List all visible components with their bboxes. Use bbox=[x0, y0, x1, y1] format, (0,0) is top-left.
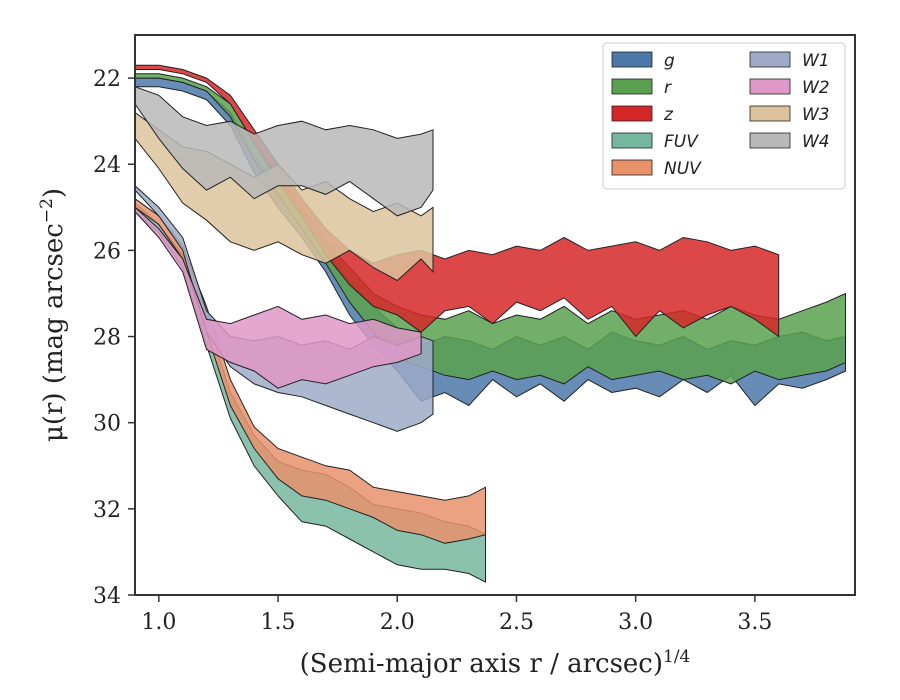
legend-swatch-w3 bbox=[749, 105, 791, 122]
legend-label-g: g bbox=[664, 51, 675, 71]
legend-swatch-w2 bbox=[749, 78, 791, 95]
x-axis-label: (Semi-major axis r / arcsec)1/4 bbox=[300, 647, 691, 679]
legend-label-w2: W2 bbox=[802, 78, 830, 98]
band-nuv bbox=[135, 198, 486, 544]
plot-frame bbox=[134, 34, 856, 596]
y-tick-label: 30 bbox=[93, 412, 121, 437]
legend-label-fuv: FUV bbox=[664, 132, 699, 152]
legend-label-w1: W1 bbox=[802, 51, 830, 71]
profile-bands bbox=[135, 64, 846, 583]
legend-swatch-g bbox=[611, 51, 653, 68]
x-tick-label: 3.5 bbox=[737, 610, 772, 635]
y-axis: 22 24 26 28 30 32 34 bbox=[93, 67, 135, 609]
legend-swatch-z bbox=[611, 105, 653, 122]
legend-swatch-w4 bbox=[749, 132, 791, 149]
y-tick-label: 32 bbox=[93, 498, 121, 523]
x-tick-label: 2.5 bbox=[499, 610, 534, 635]
x-axis: 1.0 1.5 2.0 2.5 3.0 3.5 bbox=[141, 595, 772, 635]
legend-swatch-r bbox=[611, 78, 653, 95]
y-tick-label: 34 bbox=[93, 584, 121, 609]
legend-label-r: r bbox=[664, 78, 672, 98]
legend-swatch-w1 bbox=[749, 51, 791, 68]
legend-label-w4: W4 bbox=[802, 132, 830, 152]
legend-swatch-fuv bbox=[611, 132, 653, 149]
legend-label-nuv: NUV bbox=[664, 159, 702, 179]
x-tick-label: 3.0 bbox=[618, 610, 653, 635]
x-tick-label: 1.5 bbox=[261, 610, 296, 635]
legend: grz FUV NUV W1 W2 W3 W4 bbox=[602, 42, 846, 190]
y-tick-label: 24 bbox=[93, 153, 121, 178]
y-tick-label: 28 bbox=[93, 326, 121, 351]
band-w4 bbox=[135, 86, 434, 217]
y-tick-label: 26 bbox=[93, 239, 121, 264]
y-tick-label: 22 bbox=[93, 67, 121, 92]
legend-label-w3: W3 bbox=[802, 105, 830, 125]
legend-label-z: z bbox=[663, 105, 674, 125]
band-w2 bbox=[135, 206, 422, 389]
legend-swatch-nuv bbox=[611, 159, 653, 176]
y-axis-label: μ(r) (mag arcsec−2) bbox=[37, 188, 69, 442]
x-tick-label: 2.0 bbox=[380, 610, 415, 635]
x-tick-label: 1.0 bbox=[141, 610, 176, 635]
